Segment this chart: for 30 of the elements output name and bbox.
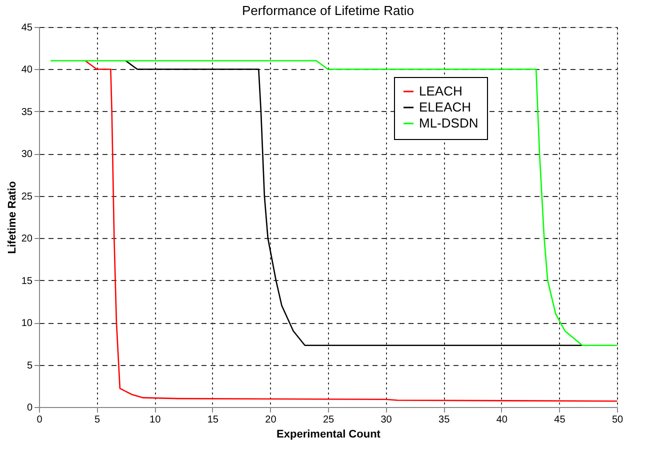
y-tick-label: 30	[21, 149, 33, 160]
x-tick-label: 40	[496, 414, 508, 426]
line-series	[50, 60, 618, 346]
line-series	[84, 60, 618, 402]
chart-title: Performance of Lifetime Ratio	[242, 3, 414, 18]
x-tick-label: 35	[438, 414, 450, 426]
x-tick-label: 30	[380, 414, 392, 426]
y-tick-label: 40	[21, 64, 33, 76]
y-tick-label: 45	[21, 22, 33, 34]
legend-label: ML-DSDN	[419, 116, 478, 130]
x-tick-label: 50	[612, 414, 624, 426]
y-tick-label: 35	[21, 106, 33, 118]
line-series	[125, 60, 583, 346]
y-tick-label: 10	[21, 318, 33, 330]
y-axis-title: Lifetime Ratio	[6, 180, 18, 254]
y-tick-label: 25	[21, 191, 33, 202]
y-tick-label: 20	[21, 234, 33, 245]
y-tick-label: 15	[21, 276, 33, 287]
x-tick-label: 10	[150, 414, 162, 426]
legend-label: LEACH	[419, 84, 462, 98]
y-tick-label: 5	[26, 360, 33, 372]
y-tick-label: 0	[26, 402, 33, 414]
x-tick-label: 0	[36, 414, 43, 426]
x-tick-label: 15	[207, 414, 219, 426]
x-tick-label: 20	[265, 414, 277, 426]
legend-label: ELEACH	[419, 100, 472, 114]
x-tick-label: 5	[94, 414, 101, 426]
x-tick-label: 45	[554, 414, 566, 426]
x-tick-label: 25	[322, 414, 334, 426]
x-axis-title: Experimental Count	[276, 428, 381, 440]
